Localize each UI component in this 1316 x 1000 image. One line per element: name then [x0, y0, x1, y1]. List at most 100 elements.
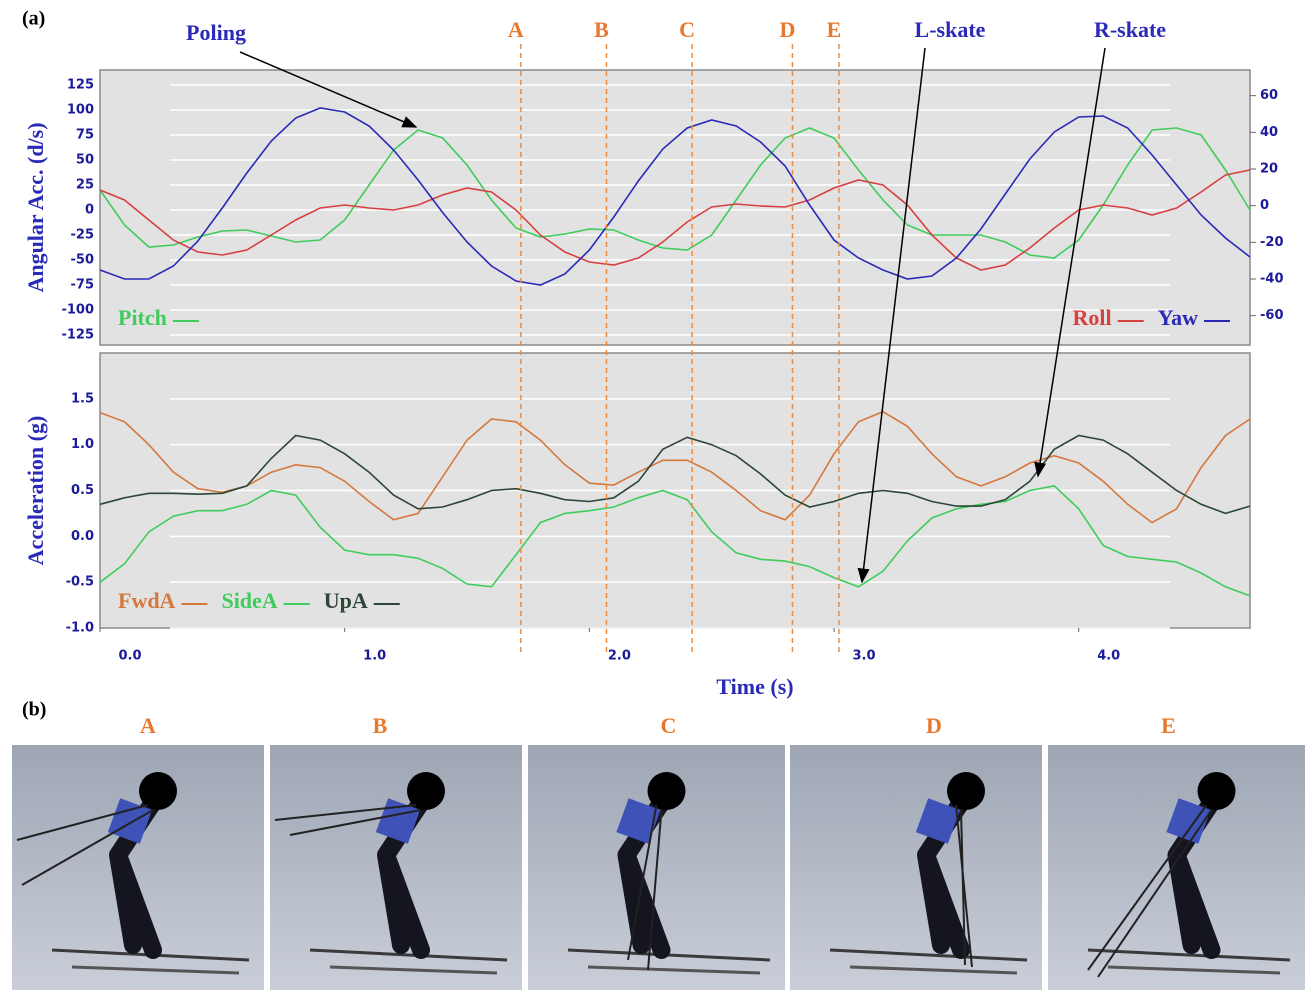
y-tick-label: -25: [71, 228, 95, 243]
legend: Pitch: [118, 305, 199, 330]
annotation-arrow: [857, 47, 926, 584]
y-tick-label: -100: [61, 303, 94, 318]
photo-strip: A B C D E: [12, 713, 1305, 990]
pole: [627, 804, 658, 961]
head: [139, 772, 177, 810]
y-tick-label: 50: [76, 153, 94, 168]
series-line: [99, 410, 1251, 524]
head: [647, 772, 686, 810]
chart: -1.0 -0.5 0.0 0.5 1.0 1.5 0.0 1.0 2.0 3.0 4.0 Accel…: [23, 352, 1251, 699]
ski: [567, 948, 771, 962]
photo-label: B: [373, 713, 388, 738]
annotation: Poling: [186, 20, 246, 45]
series-line: [99, 434, 1251, 515]
head: [1197, 772, 1236, 810]
photo-label: C: [661, 713, 677, 738]
legend: FwdA SideA UpA: [118, 588, 400, 613]
pole: [21, 809, 154, 886]
bib: [1166, 798, 1211, 844]
photo-label: E: [1161, 713, 1176, 738]
y2-tick-label: 60: [1260, 88, 1278, 103]
event-label: D: [780, 17, 796, 42]
y-tick-label: 0.5: [71, 483, 94, 498]
y-tick-label: 0.0: [71, 529, 94, 544]
pole: [1087, 804, 1208, 971]
annotations: Poling L-skate R-skate A B C D E: [186, 17, 1166, 655]
y2-tick-label: -40: [1260, 272, 1284, 287]
photo-label: A: [140, 713, 156, 738]
annotation: R-skate: [1094, 17, 1166, 42]
y-tick-label: 0: [85, 203, 94, 218]
pole: [647, 809, 663, 971]
annotation: L-skate: [915, 17, 986, 42]
annotation-arrow: [239, 51, 418, 128]
head: [407, 772, 445, 810]
ski: [1087, 948, 1291, 962]
y-tick-label: 1.5: [71, 391, 94, 406]
y2-tick-label: 40: [1260, 125, 1278, 140]
pole: [274, 804, 417, 821]
x-tick-label: 0.0: [118, 649, 141, 664]
x-tick-label: 1.0: [363, 649, 386, 664]
pole: [960, 809, 966, 966]
x-tick-label: 4.0: [1097, 649, 1120, 664]
pole: [289, 809, 422, 836]
event-label: E: [827, 17, 842, 42]
photo-label: D: [926, 713, 942, 738]
annotation-arrow: [1034, 47, 1106, 478]
y2-tick-label: -60: [1260, 308, 1284, 323]
series-line: [99, 127, 1251, 259]
y-tick-label: 75: [76, 128, 94, 143]
y2-tick-label: 20: [1260, 162, 1278, 177]
event-label: B: [594, 17, 609, 42]
y-tick-label: -50: [71, 253, 95, 268]
y-tick-label: 125: [67, 78, 94, 93]
plot-area: [99, 69, 1251, 346]
chart: -125 -100 -75 -50 -25 0 25 50 75 100 125 -60 -40 -20 0…: [23, 69, 1284, 346]
charts: -125 -100 -75 -50 -25 0 25 50 75 100 125 -60 -40 -20 0…: [23, 69, 1284, 699]
legend-label: FwdA: [118, 588, 176, 613]
event-label: C: [679, 17, 695, 42]
pole: [1097, 809, 1213, 978]
ski: [829, 948, 1028, 962]
y-tick-label: -1.0: [66, 621, 94, 636]
y-axis-title: Angular Acc. (d/s): [23, 122, 48, 292]
y2-tick-label: 0: [1260, 198, 1269, 213]
legend-label: Roll: [1073, 305, 1112, 330]
ski: [849, 965, 1018, 975]
series-line: [99, 107, 1251, 286]
x-tick-label: 2.0: [608, 649, 631, 664]
bib: [915, 798, 961, 844]
series-line: [99, 169, 1251, 271]
y-tick-label: 1.0: [71, 437, 94, 452]
y-tick-label: 100: [67, 103, 94, 118]
ski: [587, 965, 761, 975]
legend: Roll Yaw: [1073, 305, 1230, 330]
pole: [955, 804, 973, 968]
event-label: A: [508, 17, 524, 42]
pole: [16, 804, 149, 841]
y2-tick-label: -20: [1260, 235, 1284, 250]
bib: [616, 798, 661, 844]
y-tick-label: -125: [61, 328, 94, 343]
legend-label: Pitch: [118, 305, 167, 330]
y-tick-label: 25: [76, 178, 94, 193]
x-tick-label: 3.0: [853, 649, 876, 664]
x-axis-title: Time (s): [716, 674, 793, 699]
y-tick-label: -0.5: [66, 575, 94, 590]
y-tick-label: -75: [71, 278, 95, 293]
ski: [71, 965, 240, 975]
y-axis-title: Acceleration (g): [23, 416, 48, 566]
legend-label: SideA: [221, 588, 277, 613]
bib: [375, 798, 421, 844]
bib: [107, 798, 153, 844]
head: [947, 772, 985, 810]
legend-label: Yaw: [1158, 305, 1198, 330]
panel-label: (a): [22, 8, 45, 30]
ski: [329, 965, 498, 975]
ski: [1107, 965, 1281, 975]
series-line: [99, 485, 1251, 597]
panel-label: (b): [22, 699, 46, 721]
